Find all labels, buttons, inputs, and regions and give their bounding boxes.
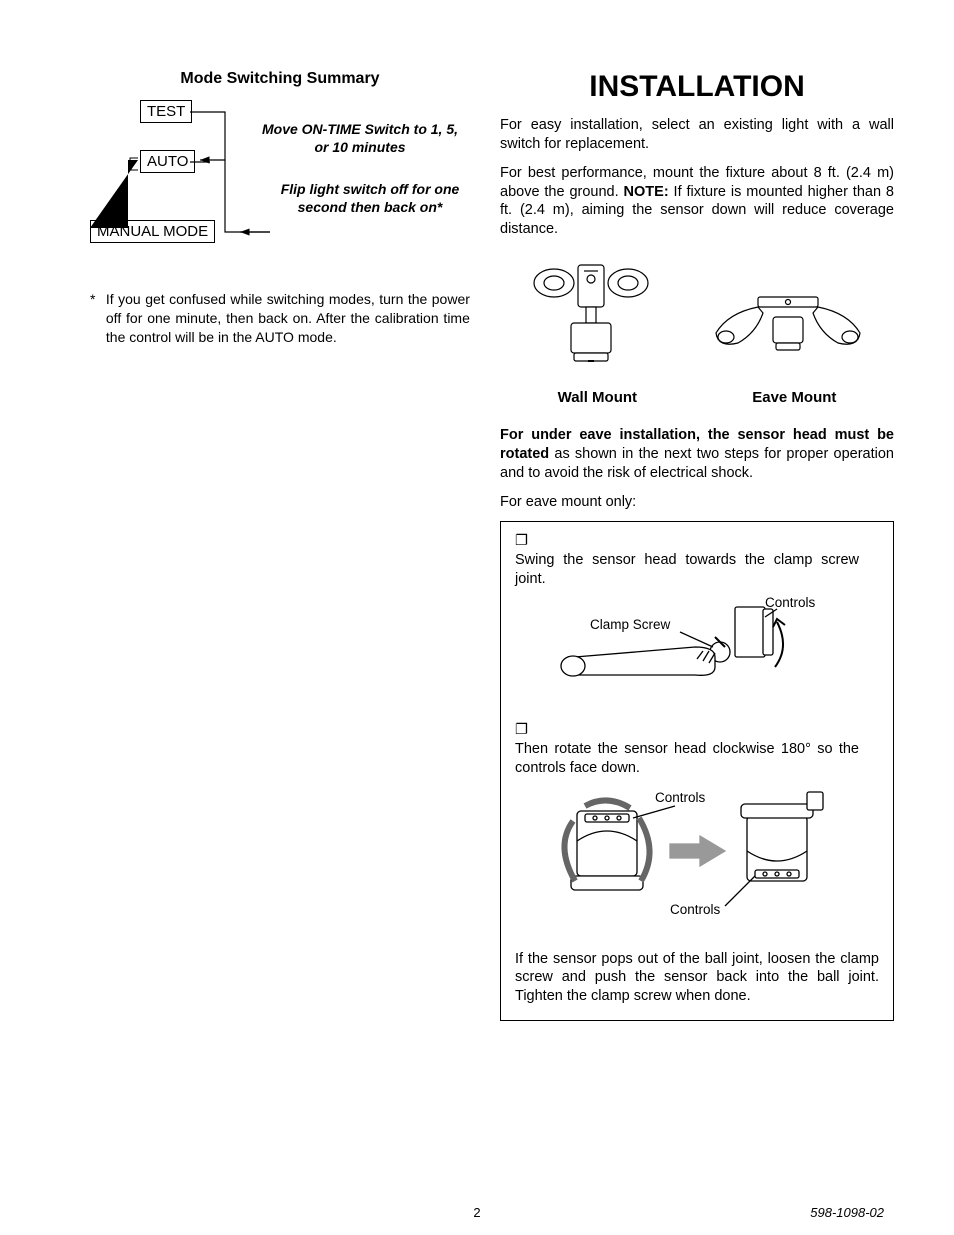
step1-figure: Clamp Screw Controls [515,597,879,707]
wall-mount-label: Wall Mount [558,389,637,406]
note-label: NOTE: [624,184,669,200]
controls-label-1: Controls [765,597,815,610]
bullet-icon: ❐ [515,532,531,551]
test-box: TEST [140,100,192,123]
step1-text: Swing the sensor head towards the clamp … [515,551,859,589]
install-p4: For eave mount only: [500,493,894,512]
install-p5: If the sensor pops out of the ball joint… [515,950,879,1007]
mount-figures [500,253,894,383]
doc-number: 598-1098-02 [810,1205,884,1220]
mount-labels: Wall Mount Eave Mount [500,389,894,406]
step2-figure: Controls Controls [515,786,879,936]
eave-mount-label: Eave Mount [752,389,836,406]
footnote: * If you get confused while switching mo… [90,290,470,347]
eave-mount-figure [708,293,868,383]
step1: ❐ Swing the sensor head towards the clam… [515,532,879,589]
svg-text:Controls: Controls [670,902,721,917]
clamp-screw-label: Clamp Screw [590,617,671,632]
auto-box: AUTO [140,150,195,173]
install-p1: For easy installation, select an existin… [500,116,894,154]
footnote-star: * [90,290,102,309]
eave-steps-box: ❐ Swing the sensor head towards the clam… [500,521,894,1021]
mode-switching-title: Mode Switching Summary [90,70,470,88]
svg-text:Controls: Controls [655,790,706,805]
footnote-text: If you get confused while switching mode… [106,290,470,347]
step2-text: Then rotate the sensor head clockwise 18… [515,740,859,778]
mode-diagram: TEST AUTO MANUAL MODE [90,100,470,280]
step2: ❐ Then rotate the sensor head clockwise … [515,721,879,778]
install-p3: For under eave installation, the sensor … [500,426,894,483]
page-number: 2 [473,1205,480,1220]
installation-heading: INSTALLATION [500,70,894,104]
caption-flip: Flip light switch off for one second the… [280,180,460,216]
wall-mount-figure [526,253,656,383]
install-p3b: as shown in the next two steps for prope… [500,446,894,481]
install-p2: For best performance, mount the fixture … [500,164,894,239]
manual-mode-box: MANUAL MODE [90,220,215,243]
caption-ontime: Move ON-TIME Switch to 1, 5, or 10 minut… [260,120,460,156]
bullet-icon: ❐ [515,721,531,740]
